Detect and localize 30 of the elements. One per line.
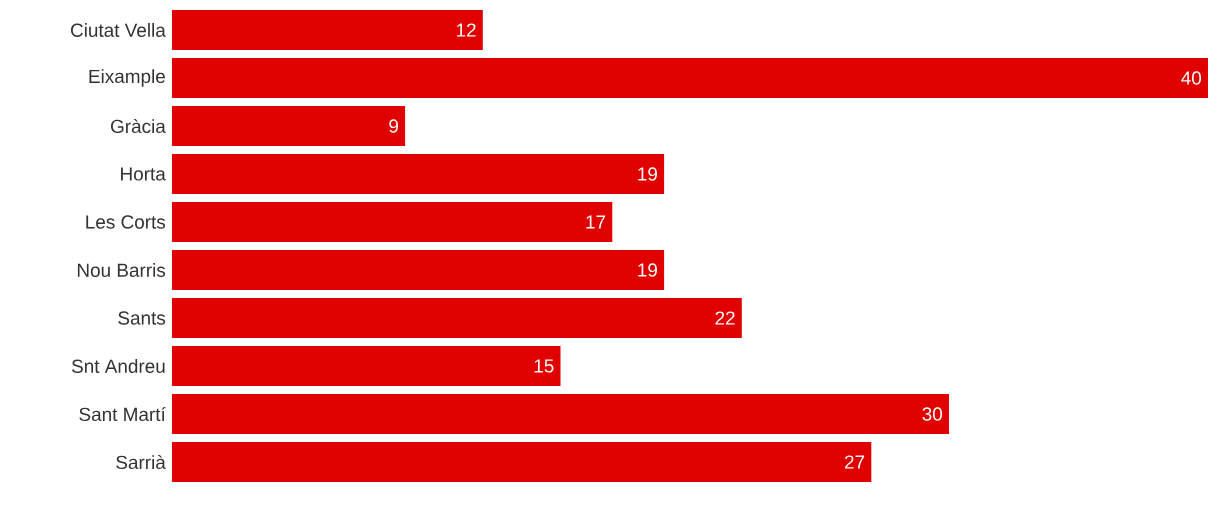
y-tick-label: Snt Andreu [71, 359, 165, 373]
y-tick-label: Sants [118, 311, 166, 325]
data-label: 27 [844, 455, 865, 469]
y-tick-label: Les Corts [86, 215, 166, 229]
y-tick-label: Nou Barris [77, 263, 166, 277]
data-label: 22 [715, 311, 735, 325]
data-label: 17 [586, 215, 606, 229]
data-label: 19 [638, 167, 657, 181]
bar [172, 58, 1208, 98]
bar [172, 154, 665, 194]
y-tick-label: Ciutat Vella [71, 23, 166, 37]
bar [172, 250, 665, 290]
bar [172, 202, 613, 242]
data-label: 9 [389, 119, 398, 133]
bar [172, 394, 949, 434]
data-label: 19 [638, 263, 657, 277]
y-tick-label: Horta [121, 167, 166, 181]
y-tick-label: Sant Martí [79, 406, 166, 422]
data-label: 12 [456, 23, 476, 37]
bar [172, 442, 872, 482]
y-tick-label: Eixample [89, 69, 165, 87]
bar [172, 106, 406, 146]
data-label: 40 [1181, 71, 1202, 85]
data-label: 15 [534, 359, 554, 373]
y-tick-label: Sarrià [116, 454, 166, 470]
bar [172, 10, 483, 50]
data-label: 30 [922, 407, 943, 421]
bar [172, 346, 561, 386]
bar [172, 298, 742, 338]
y-tick-label: Gràcia [111, 118, 166, 134]
